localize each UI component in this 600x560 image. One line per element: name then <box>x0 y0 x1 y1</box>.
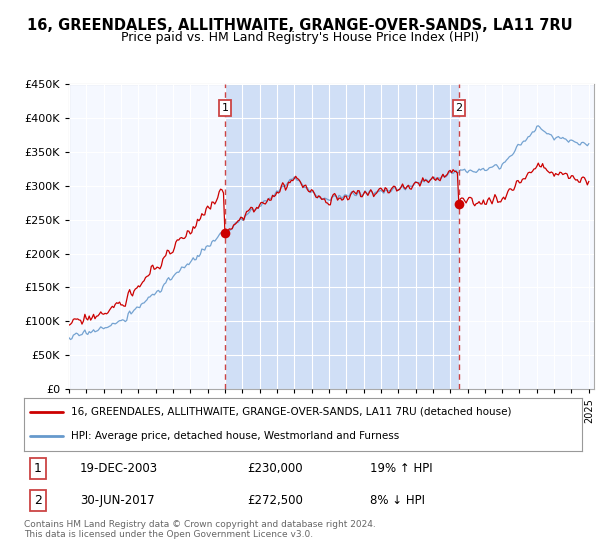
Text: 8% ↓ HPI: 8% ↓ HPI <box>370 494 425 507</box>
Text: 30-JUN-2017: 30-JUN-2017 <box>80 494 154 507</box>
Text: 2: 2 <box>455 102 463 113</box>
Text: 19% ↑ HPI: 19% ↑ HPI <box>370 462 433 475</box>
Bar <box>225 84 459 389</box>
Text: £230,000: £230,000 <box>247 462 303 475</box>
Text: 19-DEC-2003: 19-DEC-2003 <box>80 462 158 475</box>
Text: £272,500: £272,500 <box>247 494 303 507</box>
Text: 16, GREENDALES, ALLITHWAITE, GRANGE-OVER-SANDS, LA11 7RU (detached house): 16, GREENDALES, ALLITHWAITE, GRANGE-OVER… <box>71 407 512 417</box>
Text: 16, GREENDALES, ALLITHWAITE, GRANGE-OVER-SANDS, LA11 7RU: 16, GREENDALES, ALLITHWAITE, GRANGE-OVER… <box>27 18 573 33</box>
Text: 2: 2 <box>34 494 42 507</box>
Text: 1: 1 <box>34 462 42 475</box>
Text: Price paid vs. HM Land Registry's House Price Index (HPI): Price paid vs. HM Land Registry's House … <box>121 31 479 44</box>
Text: 1: 1 <box>221 102 229 113</box>
Text: Contains HM Land Registry data © Crown copyright and database right 2024.
This d: Contains HM Land Registry data © Crown c… <box>24 520 376 539</box>
Text: HPI: Average price, detached house, Westmorland and Furness: HPI: Average price, detached house, West… <box>71 431 400 441</box>
